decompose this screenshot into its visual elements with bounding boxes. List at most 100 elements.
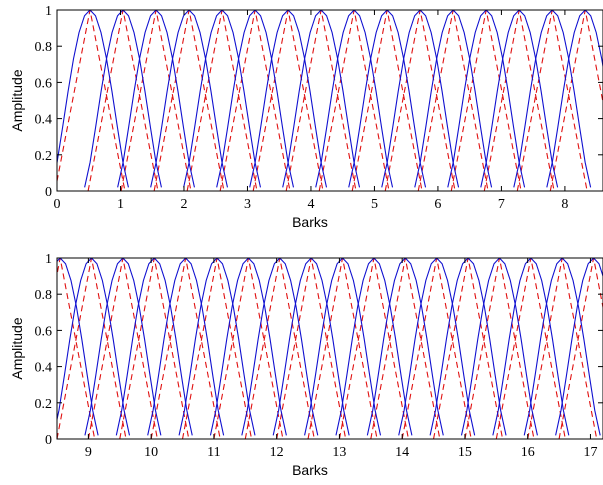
x-tick-label: 14 bbox=[395, 445, 409, 460]
x-axis-title: Barks bbox=[292, 462, 328, 478]
x-axis-title: Barks bbox=[292, 214, 328, 230]
x-tick-label: 15 bbox=[458, 445, 472, 460]
blue-solid-filter-12 bbox=[414, 10, 493, 188]
blue-solid-filter-8 bbox=[282, 10, 361, 188]
blue-solid-filter-6 bbox=[178, 258, 256, 436]
red-dashed-filter-1 bbox=[57, 10, 126, 191]
y-tick-label: 1 bbox=[45, 252, 52, 267]
red-dashed-filter-10 bbox=[307, 258, 378, 439]
red-dashed-filter-9 bbox=[318, 10, 390, 191]
y-tick-label: 0 bbox=[45, 185, 52, 200]
x-tick-label: 0 bbox=[54, 197, 61, 212]
y-tick-label: 0 bbox=[45, 433, 52, 448]
red-dashed-filter-12 bbox=[370, 258, 441, 439]
plot-area bbox=[57, 10, 603, 191]
x-tick-label: 1 bbox=[117, 197, 124, 212]
x-tick-label: 12 bbox=[270, 445, 284, 460]
red-dashed-filter-15 bbox=[516, 10, 588, 191]
red-dashed-filter-11 bbox=[338, 258, 409, 439]
x-tick-label: 3 bbox=[244, 197, 251, 212]
blue-solid-filter-2 bbox=[84, 10, 162, 188]
y-tick-label: 0.4 bbox=[35, 113, 53, 128]
y-tick-label: 1 bbox=[45, 4, 52, 19]
red-dashed-filter-13 bbox=[450, 10, 522, 191]
red-dashed-filter-6 bbox=[181, 258, 253, 439]
plot-area bbox=[57, 258, 603, 439]
red-dashed-filter-11 bbox=[384, 10, 456, 191]
red-dashed-filter-7 bbox=[252, 10, 324, 191]
blue-solid-filter-8 bbox=[241, 258, 319, 436]
x-tick-label: 11 bbox=[207, 445, 220, 460]
red-dashed-filter-2 bbox=[87, 10, 159, 191]
red-dashed-filter-5 bbox=[186, 10, 258, 191]
blue-solid-filter-1 bbox=[57, 10, 129, 188]
blue-solid-filter-4 bbox=[150, 10, 229, 188]
red-dashed-filter-15 bbox=[464, 258, 535, 439]
blue-solid-filter-13 bbox=[398, 258, 476, 436]
red-dashed-filter-12 bbox=[417, 10, 489, 191]
red-dashed-filter-13 bbox=[401, 258, 472, 439]
x-tick-label: 10 bbox=[144, 445, 158, 460]
blue-solid-filter-14 bbox=[480, 10, 559, 188]
blue-solid-filter-9 bbox=[272, 258, 350, 436]
red-dashed-filter-18 bbox=[558, 258, 603, 439]
red-dashed-filter-3 bbox=[87, 258, 158, 439]
red-dashed-filter-3 bbox=[120, 10, 192, 191]
red-dashed-filter-2 bbox=[57, 258, 127, 439]
y-axis-title: Amplitude bbox=[9, 69, 25, 131]
blue-solid-filter-9 bbox=[315, 10, 394, 188]
blue-solid-filter-15 bbox=[460, 258, 538, 436]
red-dashed-filter-1 bbox=[57, 258, 96, 439]
blue-solid-filter-10 bbox=[348, 10, 427, 188]
x-tick-label: 17 bbox=[583, 445, 597, 460]
blue-solid-filter-11 bbox=[335, 258, 413, 436]
axes-frame bbox=[56, 257, 603, 440]
blue-solid-filter-5 bbox=[183, 10, 262, 188]
x-tick-label: 7 bbox=[498, 197, 505, 212]
blue-solid-filter-15 bbox=[513, 10, 592, 188]
blue-solid-filter-13 bbox=[447, 10, 526, 188]
x-tick-label: 8 bbox=[561, 197, 568, 212]
blue-solid-filter-6 bbox=[216, 10, 295, 188]
x-tick-label: 2 bbox=[180, 197, 187, 212]
blue-solid-filter-3 bbox=[117, 10, 195, 188]
red-dashed-filter-14 bbox=[483, 10, 555, 191]
x-tick-label: 6 bbox=[434, 197, 441, 212]
y-tick-label: 0.6 bbox=[35, 76, 53, 91]
blue-solid-filter-14 bbox=[429, 258, 507, 436]
blue-solid-filter-1 bbox=[57, 258, 99, 436]
y-tick-label: 0.4 bbox=[35, 361, 53, 376]
blue-solid-filter-10 bbox=[304, 258, 382, 436]
blue-solid-filter-2 bbox=[57, 258, 131, 436]
axes-frame bbox=[56, 9, 603, 192]
y-tick-label: 0.8 bbox=[35, 40, 53, 55]
blue-solid-filter-3 bbox=[84, 258, 162, 436]
y-tick-label: 0.6 bbox=[35, 324, 53, 339]
red-dashed-filter-14 bbox=[433, 258, 504, 439]
y-tick-label: 0.8 bbox=[35, 288, 53, 303]
x-tick-label: 9 bbox=[85, 445, 92, 460]
red-dashed-filter-17 bbox=[527, 258, 598, 439]
panel-bottom: 9 10 11 12 13 14 15 16 17 0 0.2 0.4 0.6 0.8 1 Barks Ampl… bbox=[9, 252, 603, 478]
red-dashed-filter-4 bbox=[119, 258, 190, 439]
red-dashed-filter-7 bbox=[213, 258, 284, 439]
blue-solid-filter-16 bbox=[492, 258, 570, 436]
blue-solid-filter-11 bbox=[381, 10, 460, 188]
x-tick-label: 5 bbox=[371, 197, 378, 212]
red-dashed-filter-6 bbox=[219, 10, 291, 191]
panel-top: 0 1 2 3 4 5 6 7 8 0 0.2 0.4 0.6 0.8 1 Barks Amplitude bbox=[9, 4, 603, 230]
blue-solid-filter-16 bbox=[546, 10, 603, 188]
red-dashed-filter-5 bbox=[150, 258, 221, 439]
y-tick-label: 0.2 bbox=[35, 149, 53, 164]
blue-solid-filter-5 bbox=[147, 258, 225, 436]
blue-solid-filter-18 bbox=[555, 258, 603, 436]
red-dashed-filter-8 bbox=[244, 258, 315, 439]
blue-solid-filter-7 bbox=[249, 10, 328, 188]
y-axis-title: Amplitude bbox=[9, 317, 25, 379]
red-dashed-filter-8 bbox=[285, 10, 357, 191]
x-tick-label: 13 bbox=[332, 445, 346, 460]
red-dashed-filter-4 bbox=[153, 10, 225, 191]
blue-solid-filter-17 bbox=[523, 258, 601, 436]
y-tick-label: 0.2 bbox=[35, 397, 53, 412]
